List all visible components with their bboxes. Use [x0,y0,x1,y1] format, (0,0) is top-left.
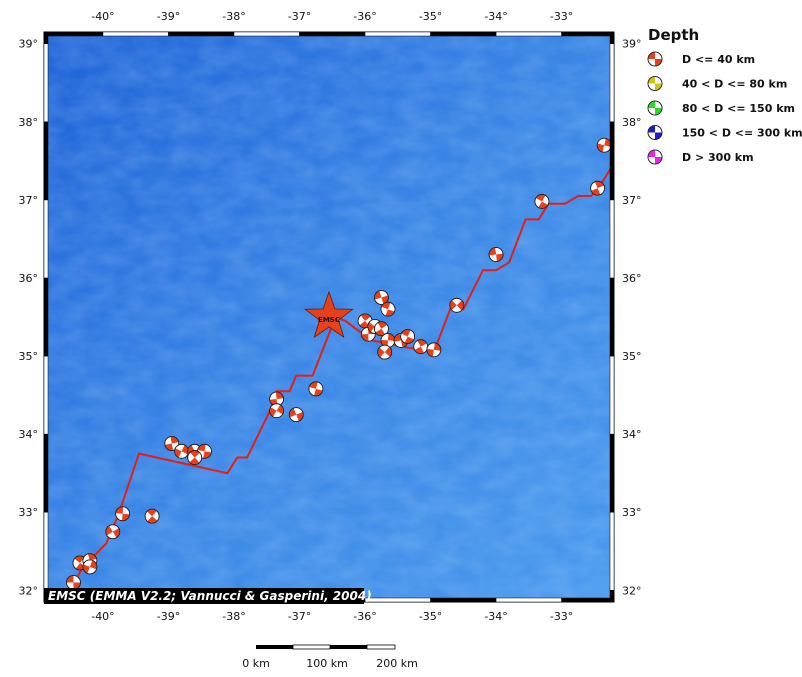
lon-label-bottom: -40° [91,610,114,623]
focal-mechanism-0[interactable] [66,575,81,590]
legend-item-1: 40 < D <= 80 km [647,76,787,91]
map-area[interactable]: EMSC [43,31,615,603]
depth-legend: Depth D <= 40 km 40 < D <= 80 km 80 < D <=… [647,26,802,165]
focal-mechanism-32[interactable] [596,137,613,153]
focal-mechanism-7[interactable] [164,435,180,451]
legend-item-4: D > 300 km [647,149,754,165]
lat-label-right: 37° [622,194,642,207]
lat-label-left: 33° [19,506,39,519]
lon-label-bottom: -37° [288,610,311,623]
focal-mechanism-12[interactable] [269,391,284,407]
legend-label: D <= 40 km [682,53,755,66]
lon-label-top: -37° [288,10,311,23]
scale-label-100: 100 km [306,657,348,670]
lat-label-right: 33° [622,506,642,519]
focal-mechanism-10[interactable] [197,443,212,459]
latitude-labels-left: 32° 33° 34° 35° 36° 37° 38° 39° [19,38,39,598]
legend-item-2: 80 < D <= 150 km [647,100,795,116]
lat-label-right: 38° [622,116,642,129]
focal-mechanism-30[interactable] [534,192,550,211]
legend-item-0: D <= 40 km [647,51,755,67]
lat-label-right: 39° [622,38,642,51]
lon-label-top: -35° [419,10,442,23]
scale-bar: 0 km 100 km 200 km [242,644,418,670]
focal-mechanism-4[interactable] [103,524,122,540]
lon-label-bottom: -38° [222,610,245,623]
focal-mechanism-6[interactable] [144,506,160,526]
focal-mechanism-19[interactable] [373,290,390,305]
lon-label-bottom: -35° [419,610,442,623]
focal-mechanism-28[interactable] [447,297,467,313]
focal-mechanism-11[interactable] [187,448,203,468]
lat-label-right: 32° [622,584,642,597]
legend-label: D > 300 km [682,151,754,164]
lon-label-bottom: -39° [157,610,180,623]
lat-label-right: 36° [622,272,642,285]
lon-label-top: -36° [353,10,376,23]
lon-label-bottom: -36° [353,610,376,623]
scale-segment-1 [256,645,293,649]
focal-mechanism-13[interactable] [267,403,286,419]
lat-label-left: 35° [19,350,39,363]
focal-mechanism-20[interactable] [380,300,396,318]
legend-item-3: 150 < D <= 300 km [647,125,802,140]
lon-label-bottom: -33° [550,610,573,623]
focal-mechanism-29[interactable] [488,247,504,262]
scale-label-0: 0 km [242,657,270,670]
lon-label-top: -34° [484,10,507,23]
lat-label-left: 38° [19,116,39,129]
scale-label-200: 200 km [376,657,418,670]
scale-segment-3 [330,645,367,649]
focal-mechanism-14[interactable] [287,407,305,423]
lat-label-right: 34° [622,428,642,441]
lon-label-top: -39° [157,10,180,23]
focal-mechanism-8[interactable] [172,443,191,459]
legend-title: Depth [648,26,699,44]
legend-label: 150 < D <= 300 km [682,127,802,140]
focal-mechanism-26[interactable] [413,337,429,356]
latitude-labels-right: 32° 33° 34° 35° 36° 37° 38° 39° [622,38,642,598]
focal-mechanism-3[interactable] [81,559,99,575]
focal-mechanism-15[interactable] [308,380,324,397]
lon-label-top: -40° [91,10,114,23]
focal-mechanism-23[interactable] [375,344,395,360]
focal-mechanism-25[interactable] [400,327,416,346]
lat-label-left: 37° [19,194,39,207]
scale-segment-4 [366,644,396,650]
lat-label-left: 36° [19,272,39,285]
lon-label-top: -33° [550,10,573,23]
focal-mechanism-21[interactable] [374,319,389,338]
lat-label-left: 34° [19,428,39,441]
lon-label-bottom: -34° [484,610,507,623]
credit-text: EMSC (EMMA V2.2; Vannucci & Gasperini, 2… [48,589,372,603]
lon-label-top: -38° [222,10,245,23]
epicenter-marker[interactable]: EMSC [304,290,354,339]
lat-label-left: 32° [19,584,39,597]
epicenter-label: EMSC [318,316,340,324]
focal-mechanisms [66,137,613,590]
credit-box: EMSC (EMMA V2.2; Vannucci & Gasperini, 2… [44,588,372,604]
lat-label-right: 35° [622,350,642,363]
lat-label-left: 39° [19,38,39,51]
epicenter-star-icon[interactable] [304,290,354,339]
scale-segment-2 [292,644,331,650]
legend-label: 40 < D <= 80 km [682,78,787,91]
focal-mechanism-5[interactable] [115,506,131,522]
focal-mechanism-31[interactable] [590,179,606,197]
longitude-labels-top: -40° -39° -38° -37° -36° -35° -34° -33° [91,10,573,23]
longitude-labels-bottom: -40° -39° -38° -37° -36° -35° -34° -33° [91,610,573,623]
legend-label: 80 < D <= 150 km [682,102,795,115]
focal-mechanism-27[interactable] [426,342,442,358]
